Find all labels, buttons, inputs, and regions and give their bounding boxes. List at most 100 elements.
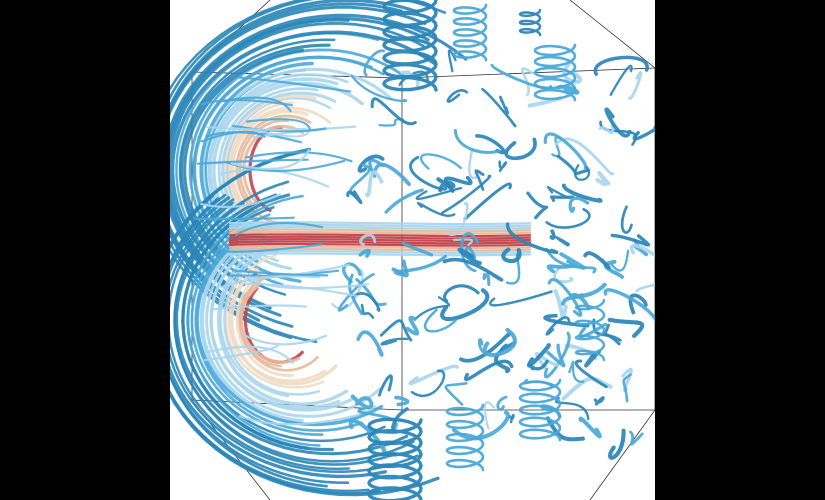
streamline xyxy=(186,194,321,447)
streamline xyxy=(348,418,389,459)
streamline xyxy=(441,174,492,215)
streamline xyxy=(232,269,329,277)
streamline xyxy=(170,201,351,471)
streamline xyxy=(595,170,611,187)
shear-layer-streamlines xyxy=(228,221,532,257)
streamline xyxy=(463,182,512,221)
streamline xyxy=(632,125,655,141)
streamline xyxy=(526,191,549,220)
streamline xyxy=(241,333,328,346)
streamline xyxy=(518,8,542,37)
streamline xyxy=(195,216,295,220)
streamline xyxy=(545,316,571,336)
streamline xyxy=(228,233,532,238)
streamline xyxy=(238,119,290,211)
streamline xyxy=(384,188,424,214)
streamline xyxy=(211,304,307,311)
streamline xyxy=(443,284,480,303)
streamline xyxy=(628,293,648,315)
streamline xyxy=(228,240,532,245)
streamline xyxy=(474,169,485,191)
streamline xyxy=(203,344,279,362)
streamline xyxy=(245,151,353,163)
streamline xyxy=(170,147,440,497)
streamline xyxy=(420,153,463,170)
streamline xyxy=(417,201,456,217)
streamline xyxy=(382,0,438,92)
streamline xyxy=(610,249,630,272)
streamline xyxy=(593,396,605,406)
streamline xyxy=(405,315,420,336)
streamline xyxy=(445,403,485,472)
streamline xyxy=(200,130,266,143)
streamline xyxy=(464,359,514,382)
streamline xyxy=(574,298,606,362)
streamline xyxy=(350,394,374,410)
streamline xyxy=(228,228,532,233)
streamline xyxy=(549,229,570,247)
streamline xyxy=(561,376,613,401)
streamline xyxy=(175,193,409,456)
streamline xyxy=(243,282,358,297)
streamline xyxy=(520,67,534,97)
streamline xyxy=(170,196,387,479)
streamline xyxy=(250,279,370,290)
streamline xyxy=(190,213,324,436)
streamline xyxy=(228,245,532,250)
streamline xyxy=(228,252,532,257)
streamline xyxy=(603,288,655,325)
streamline xyxy=(609,64,633,96)
streamline xyxy=(546,185,570,200)
streamline xyxy=(209,239,356,412)
streamline xyxy=(379,319,413,342)
streamline xyxy=(357,154,385,173)
streamline xyxy=(350,74,408,103)
streamline xyxy=(393,254,448,277)
streamline xyxy=(460,232,480,273)
streamline xyxy=(363,49,386,77)
streamline xyxy=(569,292,591,311)
streamline xyxy=(223,253,321,396)
streamline xyxy=(360,303,375,319)
streamline xyxy=(181,208,310,450)
streamline xyxy=(436,177,456,193)
streamline xyxy=(452,410,510,441)
streamline xyxy=(359,233,377,246)
streamline xyxy=(568,360,585,383)
streamline xyxy=(356,330,384,357)
streamline xyxy=(546,263,575,274)
streamline xyxy=(219,243,324,253)
streamline xyxy=(483,401,496,430)
streamline xyxy=(504,137,537,161)
streamline xyxy=(607,428,626,460)
streamline xyxy=(238,76,352,93)
streamline xyxy=(235,221,324,236)
streamline xyxy=(239,275,319,372)
streamline xyxy=(452,238,474,247)
streamline xyxy=(446,201,469,237)
streamline xyxy=(205,244,382,418)
streamline xyxy=(364,170,384,198)
streamline xyxy=(629,430,644,446)
streamline xyxy=(235,272,294,377)
streamline xyxy=(378,374,393,397)
streamline xyxy=(170,197,328,488)
streamline xyxy=(357,407,398,432)
turbulent-streamlines xyxy=(195,49,655,460)
streamline xyxy=(346,190,363,205)
streamline xyxy=(574,164,590,181)
streamline xyxy=(219,242,290,398)
streamline xyxy=(170,194,370,493)
streamline xyxy=(545,207,591,229)
letterbox-right xyxy=(655,0,825,500)
streamline xyxy=(578,416,602,439)
streamline xyxy=(489,290,553,307)
streamline xyxy=(415,186,463,200)
streamline xyxy=(477,338,488,357)
streamline xyxy=(206,345,294,364)
streamline xyxy=(501,247,522,264)
streamline xyxy=(607,317,645,338)
streamline xyxy=(228,230,532,235)
streamline xyxy=(337,273,375,312)
streamline xyxy=(499,95,509,115)
